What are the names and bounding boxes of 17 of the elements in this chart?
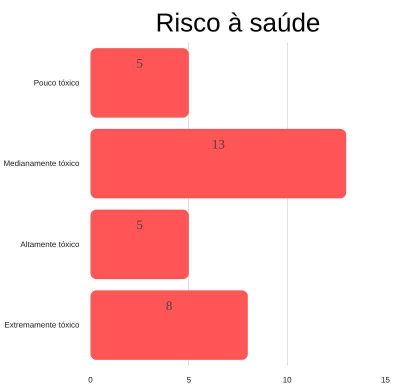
bar	[90, 48, 189, 118]
y-tick-label: Medianamente tóxico	[3, 159, 80, 168]
x-tick-label: 5	[186, 376, 192, 384]
data-label: 5	[136, 56, 143, 71]
bar	[90, 210, 189, 280]
data-label: 13	[212, 136, 225, 152]
bar	[90, 128, 346, 198]
data-label: 5	[136, 217, 143, 232]
chart-title: Risco à saúde	[156, 8, 320, 38]
y-tick-label: Extremamente tóxico	[4, 320, 80, 330]
x-tick-label: 15	[381, 376, 390, 384]
y-tick-label: Altamente tóxico	[20, 240, 80, 249]
bar	[90, 290, 248, 360]
data-label: 8	[166, 298, 172, 313]
x-tick-label: 10	[282, 376, 292, 384]
x-tick-label: 0	[88, 376, 94, 384]
y-tick-label: Pouco tóxico	[34, 78, 80, 88]
